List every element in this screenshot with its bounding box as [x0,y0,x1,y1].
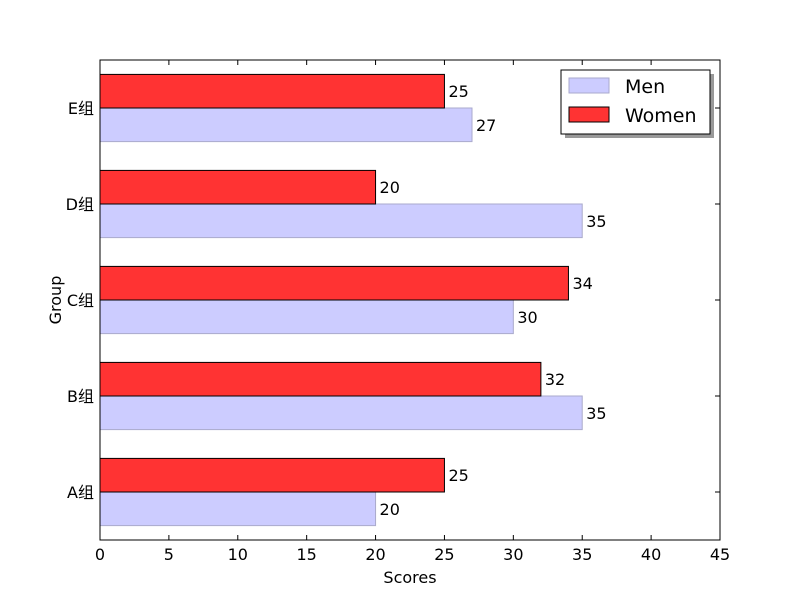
x-tick-label-2: 10 [228,545,248,564]
x-tick-label-6: 30 [503,545,523,564]
legend-swatch-men [568,77,610,94]
data-label-women-1: 32 [545,370,565,389]
bar-women-0 [99,457,445,493]
data-label-men-0: 20 [380,500,400,519]
bar-men-2 [99,299,514,335]
bar-men-4 [99,107,473,143]
legend: Men Women [560,69,714,138]
x-tick-label-3: 15 [296,545,316,564]
y-tick-label-0: A组 [67,483,94,502]
x-tick-label-5: 25 [434,545,454,564]
data-label-women-4: 25 [448,82,468,101]
y-axis-label: Group [46,276,65,325]
bar-women-4 [99,73,445,109]
y-axis: A组 B组 C组 D组 E组 [66,99,720,502]
bars-layer [99,73,583,527]
x-tick-label-8: 40 [641,545,661,564]
legend-swatch-women [568,106,610,123]
legend-label-men: Men [625,76,665,98]
x-tick-label-9: 45 [710,545,730,564]
y-tick-label-1: B组 [67,387,94,406]
x-axis: 0 5 10 15 20 25 30 35 40 45 [95,60,730,564]
y-tick-label-4: E组 [68,99,94,118]
x-tick-label-0: 0 [95,545,105,564]
y-tick-label-2: C组 [67,291,94,310]
data-label-women-0: 25 [448,466,468,485]
legend-label-women: Women [625,105,697,127]
data-label-women-2: 34 [572,274,592,293]
x-axis-label: Scores [383,568,436,587]
x-tick-label-1: 5 [164,545,174,564]
data-label-men-3: 35 [586,212,606,231]
x-tick-label-7: 35 [572,545,592,564]
data-labels-layer: 20 35 30 35 27 25 32 34 20 25 [380,82,607,519]
data-label-men-1: 35 [586,404,606,423]
data-label-women-3: 20 [380,178,400,197]
y-tick-label-3: D组 [66,195,94,214]
bar-men-1 [99,395,583,431]
data-label-men-2: 30 [517,308,537,327]
bar-men-0 [99,491,377,527]
bar-women-3 [99,169,377,205]
bar-women-2 [99,265,569,301]
x-tick-label-4: 20 [365,545,385,564]
data-label-men-4: 27 [476,116,496,135]
bar-women-1 [99,361,542,397]
bar-men-3 [99,203,583,239]
